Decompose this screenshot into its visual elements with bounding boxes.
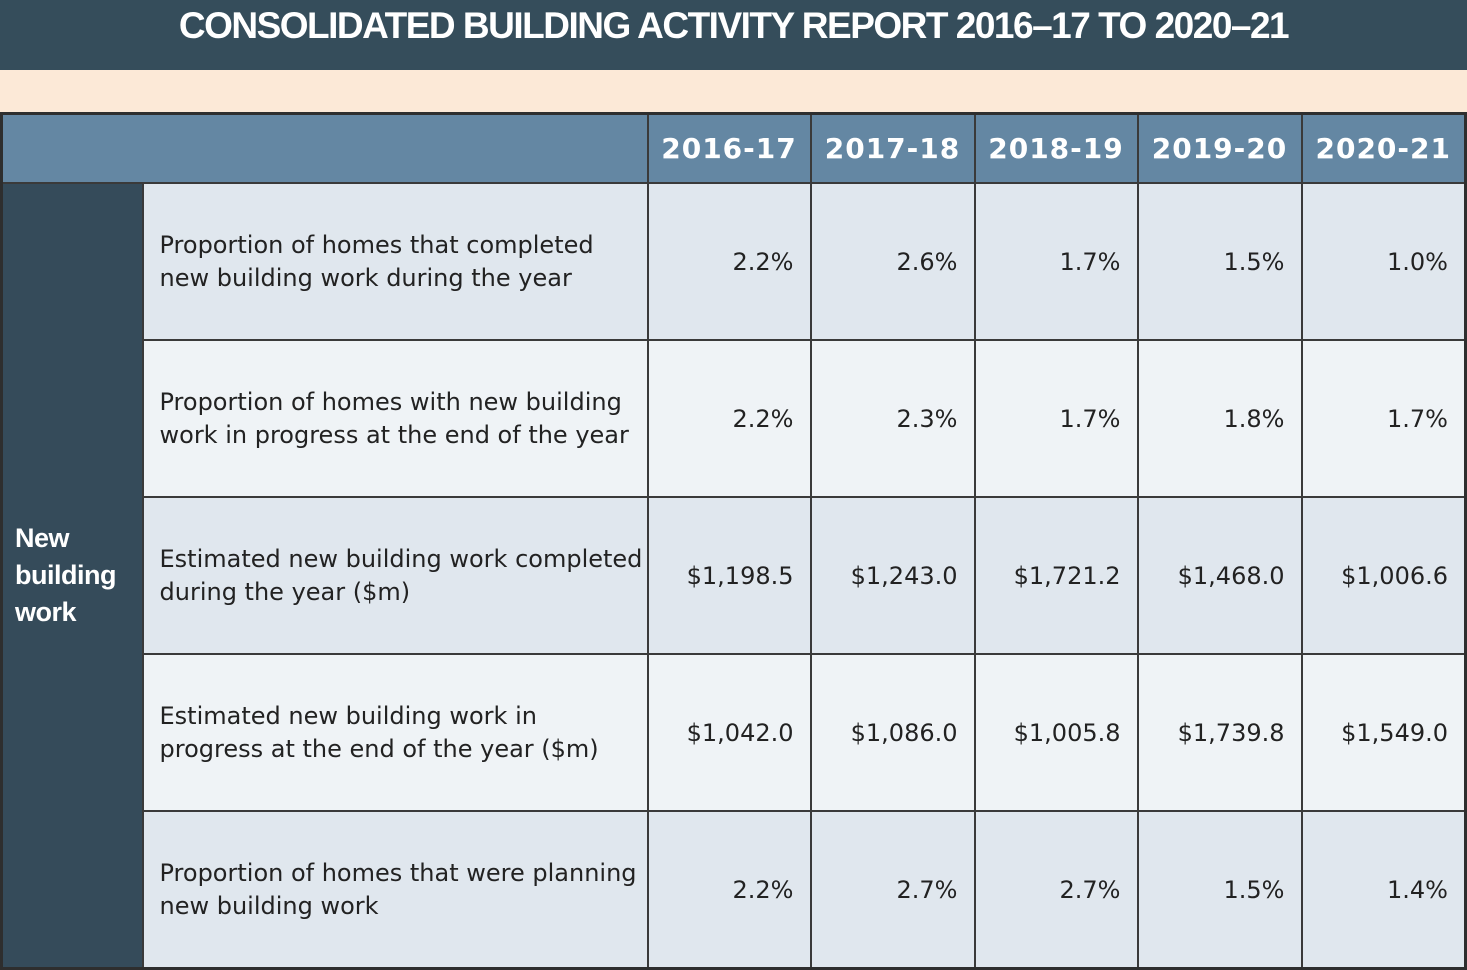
row-label: Estimated new building work completed du… [141, 496, 649, 655]
table-row: Estimated new building work in progress … [2, 653, 1467, 812]
cell-value: $1,243.0 [809, 496, 976, 655]
cell-value: $1,006.6 [1300, 496, 1467, 655]
row-label: Proportion of homes that completed new b… [141, 182, 649, 341]
column-header: 2020-21 [1300, 112, 1467, 184]
cell-value: $1,721.2 [973, 496, 1139, 655]
row-label: Proportion of homes with new building wo… [141, 339, 649, 498]
cell-value: 1.7% [973, 339, 1139, 498]
cell-value: 2.2% [646, 339, 812, 498]
group-label-text: New building work [15, 523, 116, 627]
cell-value: 2.2% [646, 810, 812, 970]
title-band [0, 70, 1467, 112]
table-row: Proportion of homes with new building wo… [2, 339, 1467, 498]
table-row: Proportion of homes that were planning n… [2, 810, 1467, 970]
cell-value: 1.4% [1300, 810, 1467, 970]
cell-value: $1,468.0 [1136, 496, 1303, 655]
cell-value: 1.0% [1300, 182, 1467, 341]
cell-value: 1.8% [1136, 339, 1303, 498]
row-label: Estimated new building work in progress … [141, 653, 649, 812]
cell-value: 1.7% [1300, 339, 1467, 498]
column-header: 2017-18 [809, 112, 976, 184]
column-header: 2016-17 [646, 112, 812, 184]
cell-value: 2.6% [809, 182, 976, 341]
cell-value: 2.7% [973, 810, 1139, 970]
cell-value: 2.2% [646, 182, 812, 341]
building-activity-table: 2016-17 2017-18 2018-19 2019-20 2020-21 … [0, 112, 1467, 970]
cell-value: 2.7% [809, 810, 976, 970]
cell-value: $1,042.0 [646, 653, 812, 812]
table-row: New building work Proportion of homes tha… [0, 182, 1467, 970]
cell-value: $1,198.5 [646, 496, 812, 655]
row-label: Proportion of homes that were planning n… [141, 810, 649, 970]
table-row: Estimated new building work completed du… [2, 496, 1467, 655]
row-group-label: New building work [0, 182, 144, 970]
cell-value: $1,086.0 [809, 653, 976, 812]
header-row: 2016-17 2017-18 2018-19 2019-20 2020-21 [0, 112, 1467, 184]
cell-value: 1.5% [1136, 182, 1303, 341]
cell-value: $1,739.8 [1136, 653, 1303, 812]
column-header: 2018-19 [973, 112, 1139, 184]
cell-value: $1,005.8 [973, 653, 1139, 812]
cell-value: 1.7% [973, 182, 1139, 341]
report-title: CONSOLIDATED BUILDING ACTIVITY REPORT 20… [0, 0, 1467, 70]
cell-value: 1.5% [1136, 810, 1303, 970]
header-blank [0, 112, 649, 184]
cell-value: 2.3% [809, 339, 976, 498]
column-header: 2019-20 [1136, 112, 1303, 184]
cell-value: $1,549.0 [1300, 653, 1467, 812]
